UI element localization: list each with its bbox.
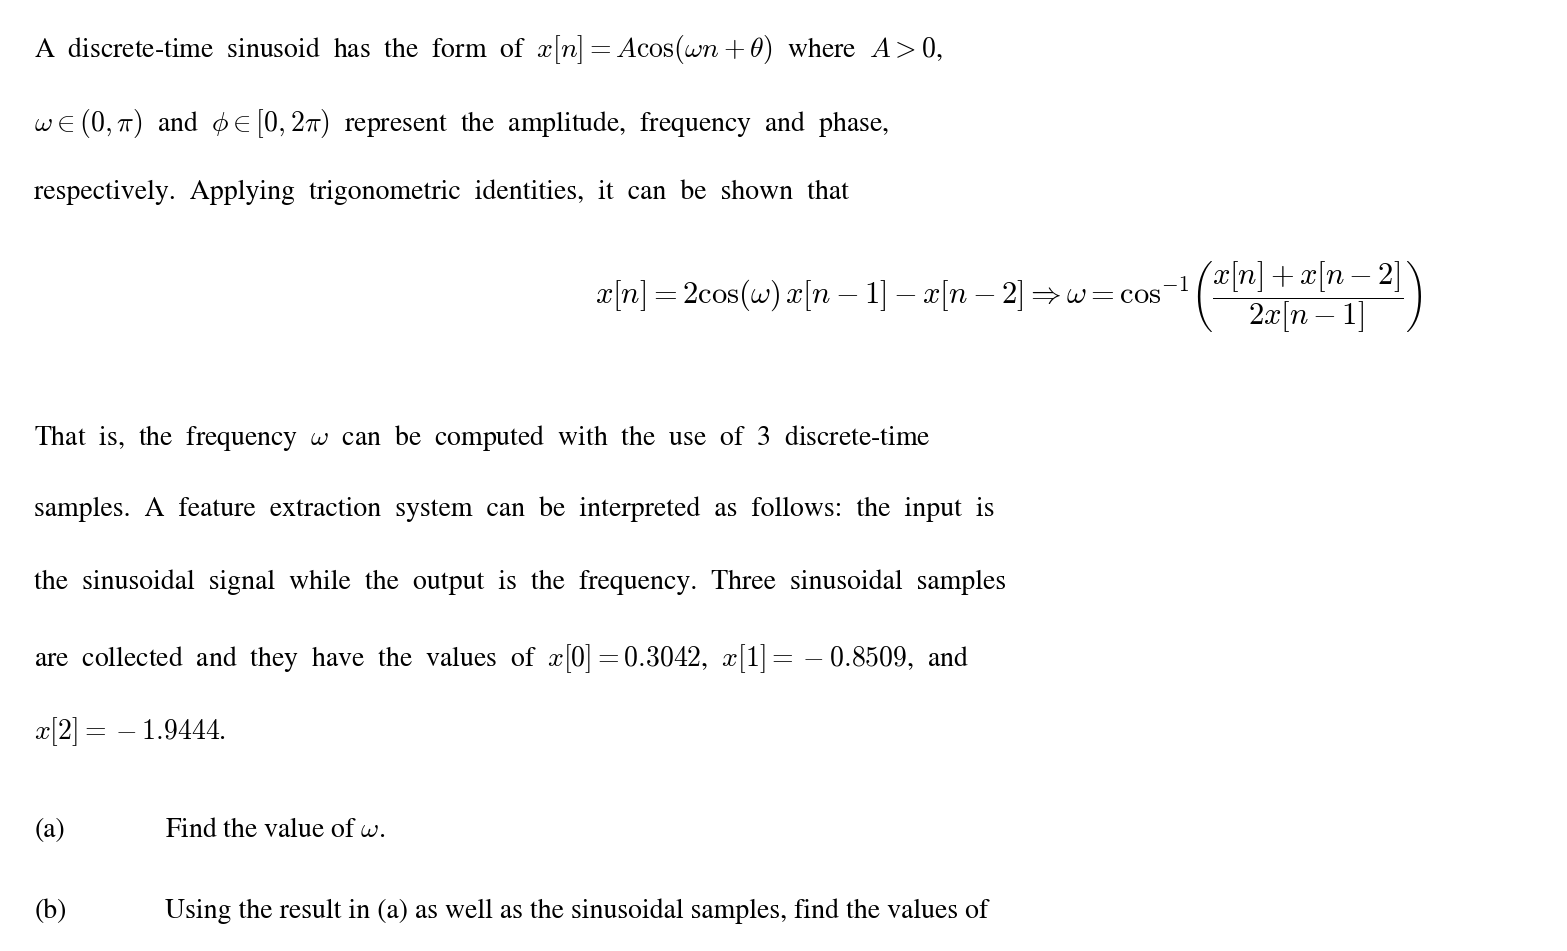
Text: That  is,  the  frequency  $\omega$  can  be  computed  with  the  use  of  3  d: That is, the frequency $\omega$ can be c… [34,423,931,453]
Text: Using the result in (a) as well as the sinusoidal samples, find the values of: Using the result in (a) as well as the s… [165,899,987,924]
Text: (b): (b) [34,899,67,923]
Text: $\omega \in (0, \pi)$  and  $\phi \in [0, 2\pi)$  represent  the  amplitude,  fr: $\omega \in (0, \pi)$ and $\phi \in [0, … [34,107,890,140]
Text: A  discrete-time  sinusoid  has  the  form  of  $x[n] = A\cos(\omega n + \theta): A discrete-time sinusoid has the form of… [34,33,943,67]
Text: respectively.  Applying  trigonometric  identities,  it  can  be  shown  that: respectively. Applying trigonometric ide… [34,180,849,205]
Text: $x[n] = 2\cos(\omega)\,x[n-1] - x[n-2] \Rightarrow \omega = \cos^{-1}\!\left(\df: $x[n] = 2\cos(\omega)\,x[n-1] - x[n-2] \… [595,259,1423,335]
Text: the  sinusoidal  signal  while  the  output  is  the  frequency.  Three  sinusoi: the sinusoidal signal while the output i… [34,570,1006,595]
Text: (a): (a) [34,818,66,844]
Text: Find the value of $\omega$.: Find the value of $\omega$. [165,818,385,844]
Text: samples.  A  feature  extraction  system  can  be  interpreted  as  follows:  th: samples. A feature extraction system can… [34,496,995,522]
Text: $x[2] = -1.9444$.: $x[2] = -1.9444$. [34,716,227,748]
Text: are  collected  and  they  have  the  values  of  $x[0] = 0.3042$,  $x[1] = -0.8: are collected and they have the values o… [34,643,970,675]
